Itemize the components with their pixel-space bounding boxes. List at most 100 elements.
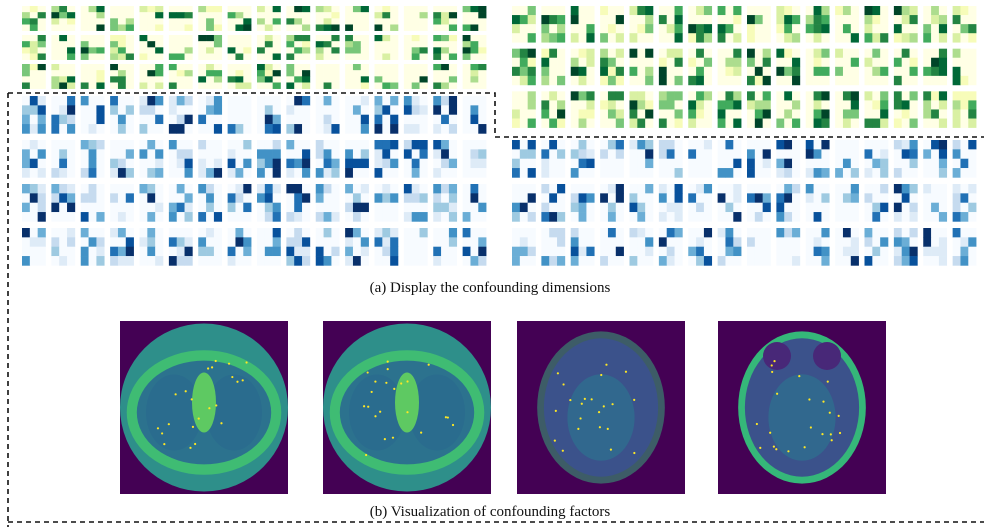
point [625, 371, 627, 373]
cell [214, 47, 222, 53]
cell [81, 193, 89, 203]
cell [316, 82, 324, 88]
cell [725, 237, 733, 247]
cell [420, 149, 428, 159]
cell [294, 256, 302, 266]
cell [228, 168, 236, 178]
cell [939, 149, 947, 159]
cell [667, 100, 675, 109]
cell [433, 24, 441, 30]
cell [675, 109, 683, 118]
cell [478, 35, 486, 41]
cell [923, 247, 931, 257]
cell [616, 6, 624, 15]
cell [637, 140, 645, 150]
cell [155, 124, 163, 134]
cell [294, 35, 302, 41]
cell [902, 15, 910, 24]
cell [659, 193, 667, 203]
cell [512, 6, 520, 15]
cell [110, 228, 118, 238]
cell [645, 184, 653, 194]
cell [616, 33, 624, 42]
cell [512, 159, 520, 169]
cell [420, 168, 428, 178]
cell [880, 49, 888, 58]
cell [675, 140, 683, 150]
cell [51, 184, 59, 194]
cell [126, 47, 134, 53]
cell [235, 53, 243, 59]
cell [118, 193, 126, 203]
cell [747, 91, 755, 100]
cell [257, 149, 265, 159]
cell [420, 256, 428, 266]
cell [902, 58, 910, 67]
cell [528, 24, 536, 33]
cell [420, 12, 428, 18]
cell [302, 12, 310, 18]
cell [228, 149, 236, 159]
cell [169, 47, 177, 53]
cell [294, 18, 302, 24]
cell [257, 115, 265, 125]
cell [821, 193, 829, 203]
cell [361, 247, 369, 257]
cell [294, 159, 302, 169]
cell [528, 184, 536, 194]
cell [89, 149, 97, 159]
cell [520, 149, 528, 159]
cell [755, 237, 763, 247]
cell [630, 76, 638, 85]
cell [51, 53, 59, 59]
cell [302, 76, 310, 82]
cell [675, 203, 683, 213]
cell [880, 109, 888, 118]
cell [960, 159, 968, 169]
cell [235, 82, 243, 88]
cell [478, 64, 486, 70]
cell [667, 140, 675, 150]
cell [265, 6, 273, 12]
cell [667, 33, 675, 42]
cell [645, 168, 653, 178]
cell [541, 109, 549, 118]
cell [541, 228, 549, 238]
cell [38, 64, 46, 70]
cell [126, 124, 134, 134]
cell [902, 149, 910, 159]
cell [96, 12, 104, 18]
cell [433, 193, 441, 203]
cell [118, 140, 126, 150]
cell [375, 193, 383, 203]
cell [206, 237, 214, 247]
cell [22, 184, 30, 194]
cell [177, 203, 185, 213]
cell [353, 76, 361, 82]
cell [902, 184, 910, 194]
cell [273, 70, 281, 76]
cell [243, 35, 251, 41]
cell [549, 149, 557, 159]
cell [345, 24, 353, 30]
cell [361, 184, 369, 194]
cell [375, 124, 383, 134]
cell [89, 82, 97, 88]
cell [228, 24, 236, 30]
cell [549, 58, 557, 67]
cell [110, 159, 118, 169]
cell [273, 64, 281, 70]
cell [512, 49, 520, 58]
cell [814, 6, 822, 15]
cell [718, 149, 726, 159]
cell [126, 203, 134, 213]
cell [463, 237, 471, 247]
cell [30, 115, 38, 125]
cell [286, 237, 294, 247]
cell [675, 100, 683, 109]
cell [185, 159, 193, 169]
cell [763, 100, 771, 109]
cell [755, 67, 763, 76]
cell [59, 212, 67, 222]
cell [59, 47, 67, 53]
